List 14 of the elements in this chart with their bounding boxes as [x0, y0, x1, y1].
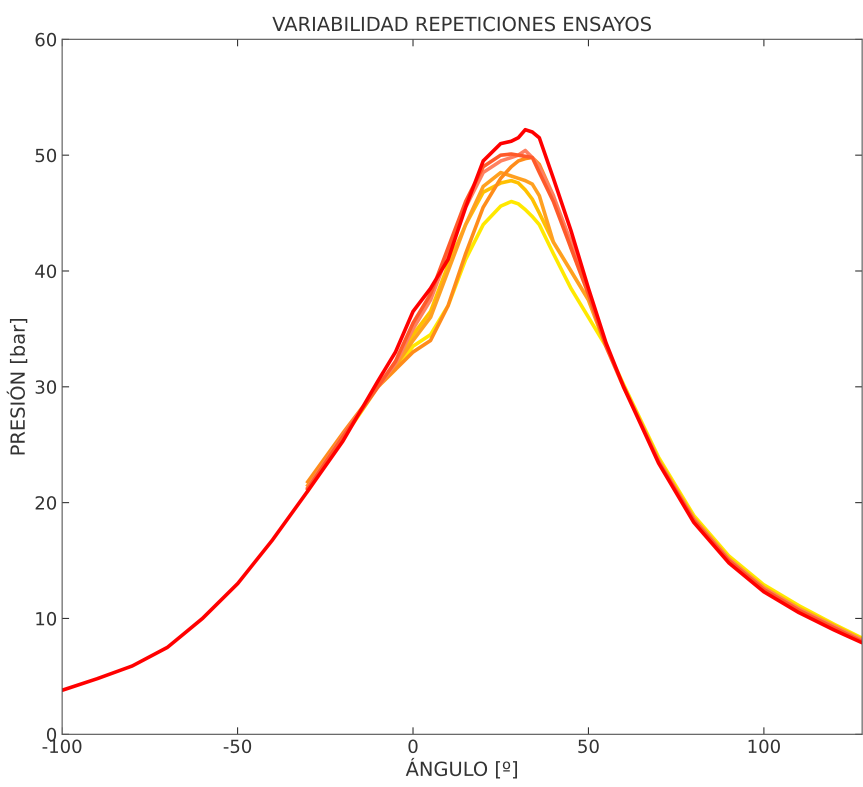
y-tick-label: 10	[36, 612, 56, 626]
x-axis-title: ÁNGULO [º]	[406, 758, 518, 778]
y-tick-label: 40	[35, 264, 56, 278]
y-axis-title: PRESIÓN [bar]	[6, 318, 28, 454]
y-tick-label: 20	[36, 496, 56, 510]
x-tick-label: 0	[408, 739, 418, 754]
x-tick-label: 100	[748, 739, 780, 754]
chart-title: VARIABILIDAD REPETICIONES ENSAYOS	[272, 16, 651, 32]
y-tick-label: 30	[36, 380, 56, 394]
x-tick-label: -100	[42, 739, 82, 754]
x-tick-label: -50	[224, 739, 252, 754]
y-tick-label: 50	[36, 148, 56, 162]
y-tick-label: 60	[36, 32, 56, 46]
x-tick-label: 50	[578, 739, 599, 754]
